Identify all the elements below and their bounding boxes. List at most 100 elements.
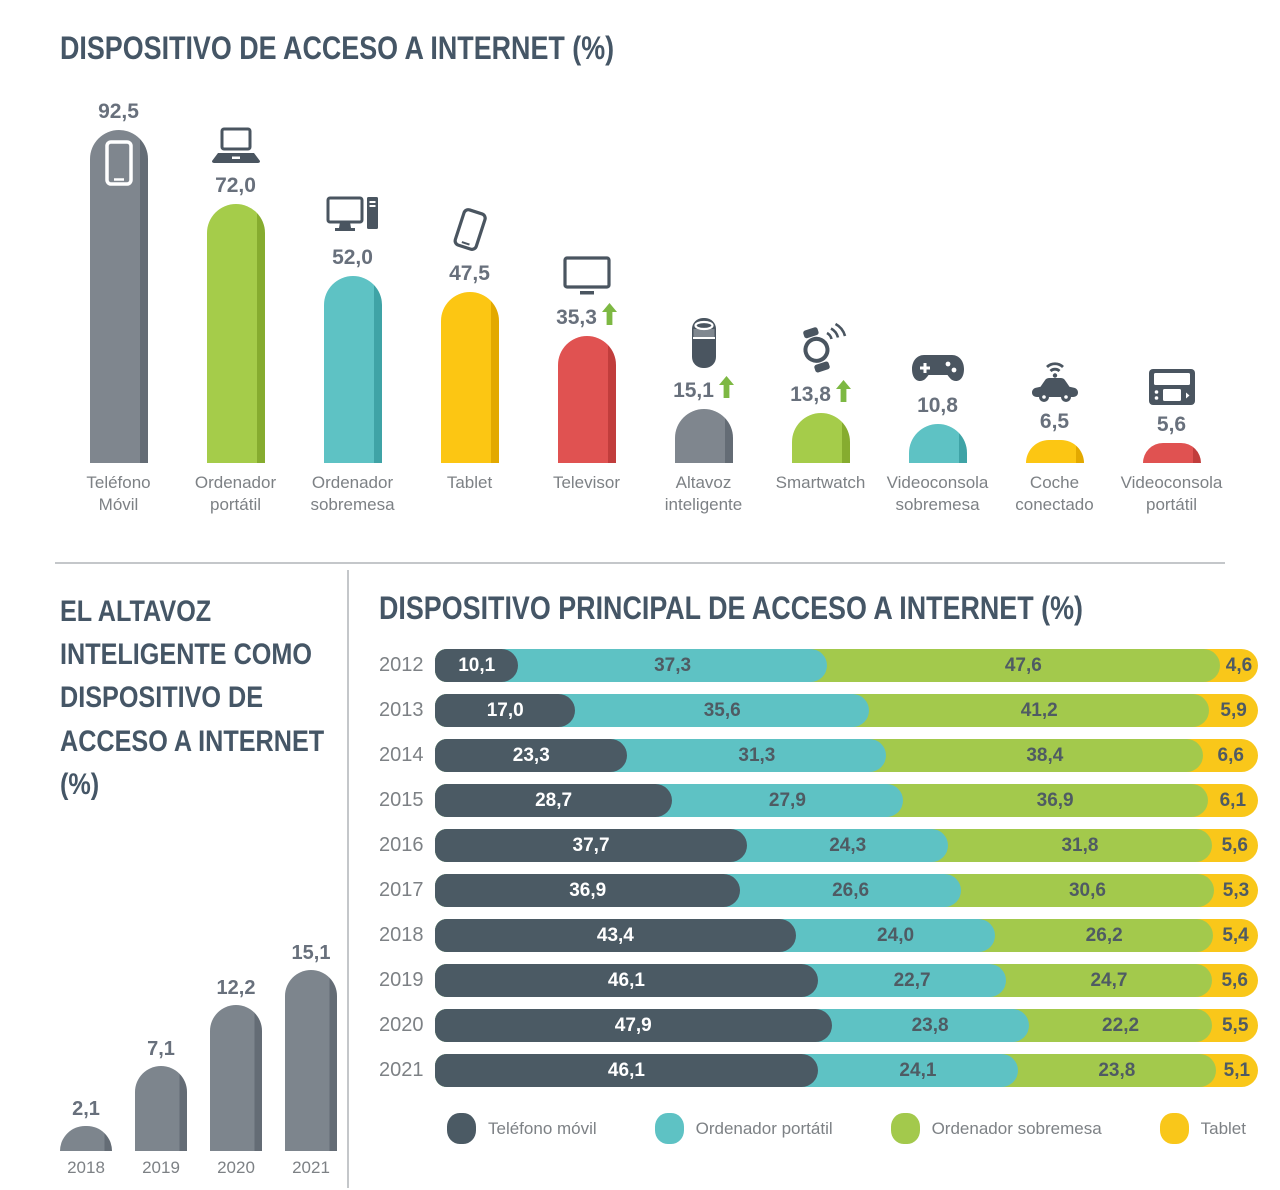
stacked-segment-value: 46,1 [607, 1060, 645, 1081]
arrow-up-icon [601, 303, 617, 330]
speaker-bar [210, 1005, 262, 1151]
stacked-year-label: 2015 [379, 789, 424, 811]
device-value-row: 15,1 [673, 376, 734, 403]
stacked-bar: 46,1 22,7 24,7 5,6 [435, 964, 1258, 997]
stacked-year-label: 2017 [379, 879, 424, 901]
stacked-segment-value: 31,3 [738, 745, 776, 766]
tv-icon [561, 256, 613, 296]
smart-speaker-bar-chart: 2,1 2018 7,1 2019 12,2 2020 15,1 2021 [60, 942, 347, 1178]
device-value: 13,8 [790, 383, 831, 406]
device-column-plot: 47,5 [440, 81, 499, 463]
bottom-section: EL ALTAVOZ INTELIGENTE COMO DISPOSITIVO … [0, 564, 1280, 1188]
stacked-year-label: 2018 [379, 924, 424, 946]
stacked-segment-value: 24,7 [1090, 970, 1128, 991]
device-column-plot: 15,1 [673, 81, 734, 463]
speaker-year-label: 2020 [217, 1158, 255, 1177]
stacked-segment-value: 24,1 [899, 1060, 937, 1081]
stacked-segment-value: 6,1 [1219, 790, 1247, 811]
device-column: 10,8 Videoconsola sobremesa [879, 81, 996, 530]
legend-swatch [654, 1113, 684, 1144]
device-bar [1025, 440, 1084, 463]
device-bar [791, 413, 850, 463]
stacked-segment-value: 36,9 [1036, 790, 1074, 811]
speaker-value: 7,1 [147, 1038, 175, 1060]
stacked-segment-value: 35,6 [703, 700, 741, 721]
stacked-row: 2012 10,1 37,3 47,6 4,6 [379, 649, 1258, 682]
speaker-year-column: 7,1 2019 [135, 1038, 187, 1178]
device-category-label: Teléfono Móvil [86, 473, 151, 515]
stacked-segment-value: 47,9 [614, 1015, 652, 1036]
speaker-bar [285, 970, 337, 1151]
stacked-bar: 47,9 23,8 22,2 5,5 [435, 1009, 1258, 1042]
stacked-segment-1 [435, 829, 748, 862]
device-value-row: 6,5 [1040, 410, 1069, 434]
stacked-segment-value: 24,0 [877, 925, 915, 946]
stacked-bar: 28,7 27,9 36,9 6,1 [435, 784, 1258, 817]
stacked-segment-value: 31,8 [1061, 835, 1099, 856]
stacked-segment-value: 30,6 [1068, 880, 1106, 901]
device-access-bar-chart: 92,5 Teléfono Móvil 72,0 Ordenador portátil… [60, 81, 1230, 530]
device-column-plot: 72,0 [206, 81, 265, 463]
device-column-plot: 35,3 [556, 81, 617, 463]
chart2-title: EL ALTAVOZ INTELIGENTE COMO DISPOSITIVO … [60, 595, 325, 801]
stacked-segment-value: 5,6 [1221, 835, 1248, 856]
stacked-bar: 43,4 24,0 26,2 5,4 [435, 919, 1258, 952]
legend-label: Ordenador sobremesa [931, 1118, 1102, 1138]
chart3-legend: Teléfono móvil Ordenador portátil Ordenado… [379, 1113, 1258, 1144]
speaker-year-label: 2019 [142, 1158, 180, 1177]
stacked-bar: 23,3 31,3 38,4 6,6 [435, 739, 1258, 772]
speaker-value: 15,1 [291, 942, 331, 964]
stacked-year-label: 2014 [379, 744, 424, 766]
stacked-segment-value: 23,8 [911, 1015, 949, 1036]
stacked-segment-1 [435, 874, 741, 907]
speaker-value: 2,1 [72, 1098, 100, 1120]
device-value: 72,0 [215, 174, 256, 197]
arrow-up-icon [835, 380, 851, 407]
stacked-year-label: 2012 [379, 654, 424, 676]
device-bar [440, 292, 499, 463]
stacked-bar: 36,9 26,6 30,6 5,3 [435, 874, 1258, 907]
device-column: 5,6 Videoconsola portátil [1113, 81, 1230, 530]
chart3-title: DISPOSITIVO PRINCIPAL DE ACCESO A INTERN… [379, 590, 1083, 626]
smartwatch-icon [794, 321, 848, 373]
legend-swatch [890, 1113, 920, 1144]
legend-swatch [447, 1113, 476, 1144]
stacked-segment-value: 5,3 [1222, 880, 1250, 901]
device-column: 92,5 Teléfono Móvil [60, 81, 177, 530]
device-bar [557, 336, 616, 463]
stacked-segment-value: 38,4 [1026, 745, 1064, 766]
stacked-segment-value: 5,6 [1221, 970, 1248, 991]
device-column: 35,3 Televisor [528, 81, 645, 530]
stacked-segment-value: 5,4 [1222, 925, 1249, 946]
stacked-segment-value: 17,0 [486, 700, 524, 721]
device-column-plot: 13,8 [790, 81, 851, 463]
legend-label: Teléfono móvil [488, 1118, 597, 1138]
desktop-icon [325, 195, 381, 239]
device-value-row: 47,5 [449, 262, 490, 286]
stacked-year-label: 2021 [379, 1059, 424, 1081]
stacked-segment-value: 22,7 [893, 970, 931, 991]
stacked-segment-value: 36,9 [569, 880, 607, 901]
device-value-row: 10,8 [917, 394, 958, 418]
smart-speaker-icon [684, 317, 724, 369]
device-column-plot: 5,6 [1142, 81, 1201, 463]
device-column: 13,8 Smartwatch [762, 81, 879, 530]
speaker-bar [135, 1066, 187, 1151]
speaker-year-label: 2018 [67, 1158, 105, 1177]
device-bar [206, 204, 265, 463]
stacked-segment-value: 26,2 [1085, 925, 1123, 946]
stacked-segment-value: 23,8 [1098, 1060, 1136, 1081]
stacked-row: 2019 46,1 22,7 24,7 5,6 [379, 964, 1258, 997]
device-value-row: 92,5 [98, 100, 139, 124]
device-bar [89, 130, 148, 463]
stacked-segment-value: 47,6 [1004, 655, 1042, 676]
horizontal-divider [55, 562, 1225, 564]
stacked-year-label: 2013 [379, 699, 424, 721]
stacked-row: 2015 28,7 27,9 36,9 6,1 [379, 784, 1258, 817]
device-bar [1142, 443, 1201, 463]
stacked-segment-value: 5,1 [1223, 1060, 1251, 1081]
device-value: 47,5 [449, 262, 490, 285]
device-value: 92,5 [98, 100, 139, 123]
device-category-label: Videoconsola sobremesa [886, 473, 989, 515]
